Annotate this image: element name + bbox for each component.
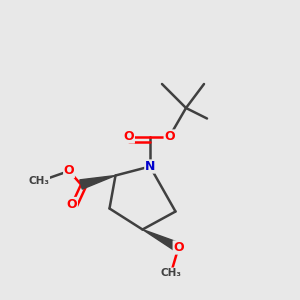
Text: O: O xyxy=(67,197,77,211)
Text: N: N xyxy=(145,160,155,173)
Text: CH₃: CH₃ xyxy=(28,176,50,187)
Text: O: O xyxy=(64,164,74,178)
Text: O: O xyxy=(173,241,184,254)
Polygon shape xyxy=(142,230,181,252)
Polygon shape xyxy=(80,176,116,189)
Text: CH₃: CH₃ xyxy=(160,268,182,278)
Text: O: O xyxy=(164,130,175,143)
Text: O: O xyxy=(124,130,134,143)
